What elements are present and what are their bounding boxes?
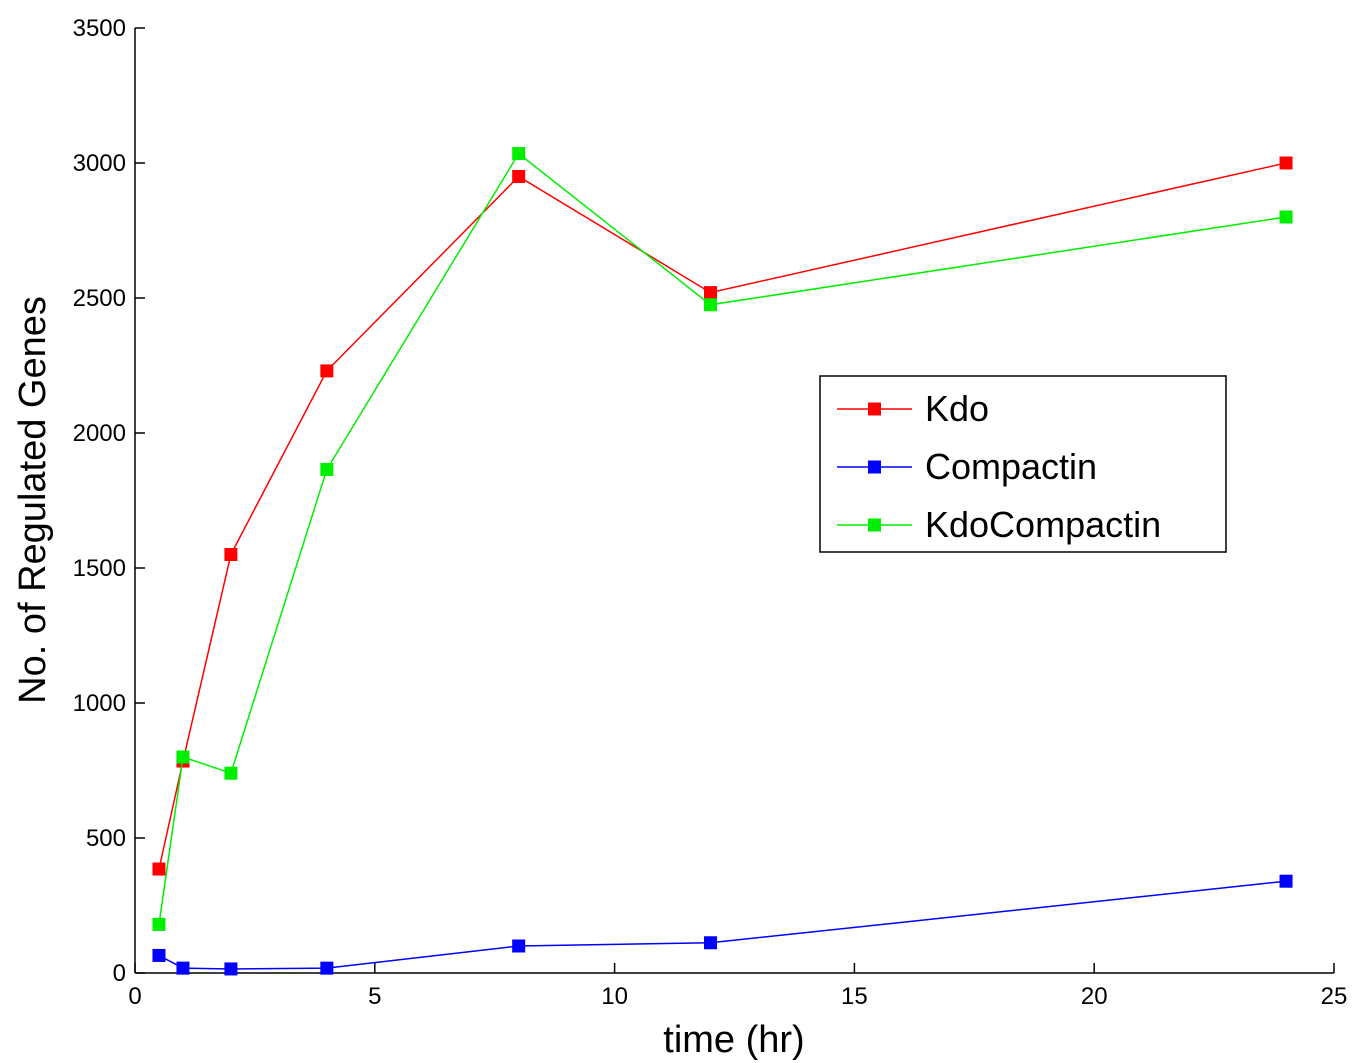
y-axis-title: No. of Regulated Genes xyxy=(12,296,54,704)
data-point-compactin xyxy=(512,939,526,953)
series-line-compactin xyxy=(158,880,1287,970)
legend-item-kdo: Kdo xyxy=(837,388,989,429)
data-point-compactin xyxy=(176,961,190,975)
y-tick-label: 2000 xyxy=(73,420,126,447)
legend-box xyxy=(819,375,1227,553)
x-tick-label: 5 xyxy=(368,983,381,1010)
data-point-compactin xyxy=(224,962,238,976)
data-point-kdocompactin xyxy=(704,298,718,312)
y-tick-label: 2500 xyxy=(73,285,126,312)
y-tick-label: 3000 xyxy=(73,150,126,177)
x-tick-label: 15 xyxy=(841,983,868,1010)
x-axis-title: time (hr) xyxy=(663,1019,804,1061)
data-point-compactin xyxy=(704,936,718,950)
legend-swatch-marker xyxy=(868,402,881,416)
y-tick-label: 500 xyxy=(86,825,126,852)
x-tick-label: 10 xyxy=(601,983,628,1010)
legend-label: Kdo xyxy=(925,388,989,429)
data-point-kdo xyxy=(224,548,238,561)
legend-item-kdocompactin: KdoCompactin xyxy=(837,504,1161,545)
data-point-compactin xyxy=(152,948,166,962)
y-tick-label: 3500 xyxy=(73,15,126,42)
data-point-compactin xyxy=(320,961,334,975)
x-ticks: 0 5 10 15 20 25 xyxy=(128,963,1347,1010)
data-point-kdocompactin xyxy=(152,917,166,931)
x-tick-label: 20 xyxy=(1081,983,1108,1010)
legend-swatch-marker xyxy=(868,518,881,532)
y-tick-label: 0 xyxy=(113,960,126,987)
data-point-kdo xyxy=(512,170,526,183)
y-tick-label: 1000 xyxy=(73,690,126,717)
legend-label: Compactin xyxy=(925,446,1097,487)
legend-label: KdoCompactin xyxy=(925,504,1161,545)
y-tick-label: 1500 xyxy=(73,555,126,582)
series-compactin xyxy=(152,874,1293,976)
data-point-kdocompactin xyxy=(512,147,526,161)
data-point-kdo xyxy=(704,286,718,300)
legend-item-compactin: Compactin xyxy=(837,446,1097,487)
data-point-kdocompactin xyxy=(1279,210,1293,224)
series-kdocompactin xyxy=(152,147,1293,931)
data-point-kdocompactin xyxy=(176,750,190,764)
data-point-kdocompactin xyxy=(320,462,334,476)
data-point-kdo xyxy=(152,862,166,876)
data-point-compactin xyxy=(1279,874,1293,888)
y-ticks: 0 500 1000 1500 2000 2500 3000 3500 xyxy=(73,15,145,987)
series-layer xyxy=(152,147,1293,976)
axes xyxy=(134,28,1334,974)
legend-swatch-marker xyxy=(868,460,881,474)
x-tick-label: 0 xyxy=(128,983,141,1010)
data-point-kdocompactin xyxy=(224,766,238,780)
data-point-kdo xyxy=(1279,156,1293,170)
data-point-kdo xyxy=(320,364,334,378)
x-tick-label: 25 xyxy=(1321,983,1348,1010)
